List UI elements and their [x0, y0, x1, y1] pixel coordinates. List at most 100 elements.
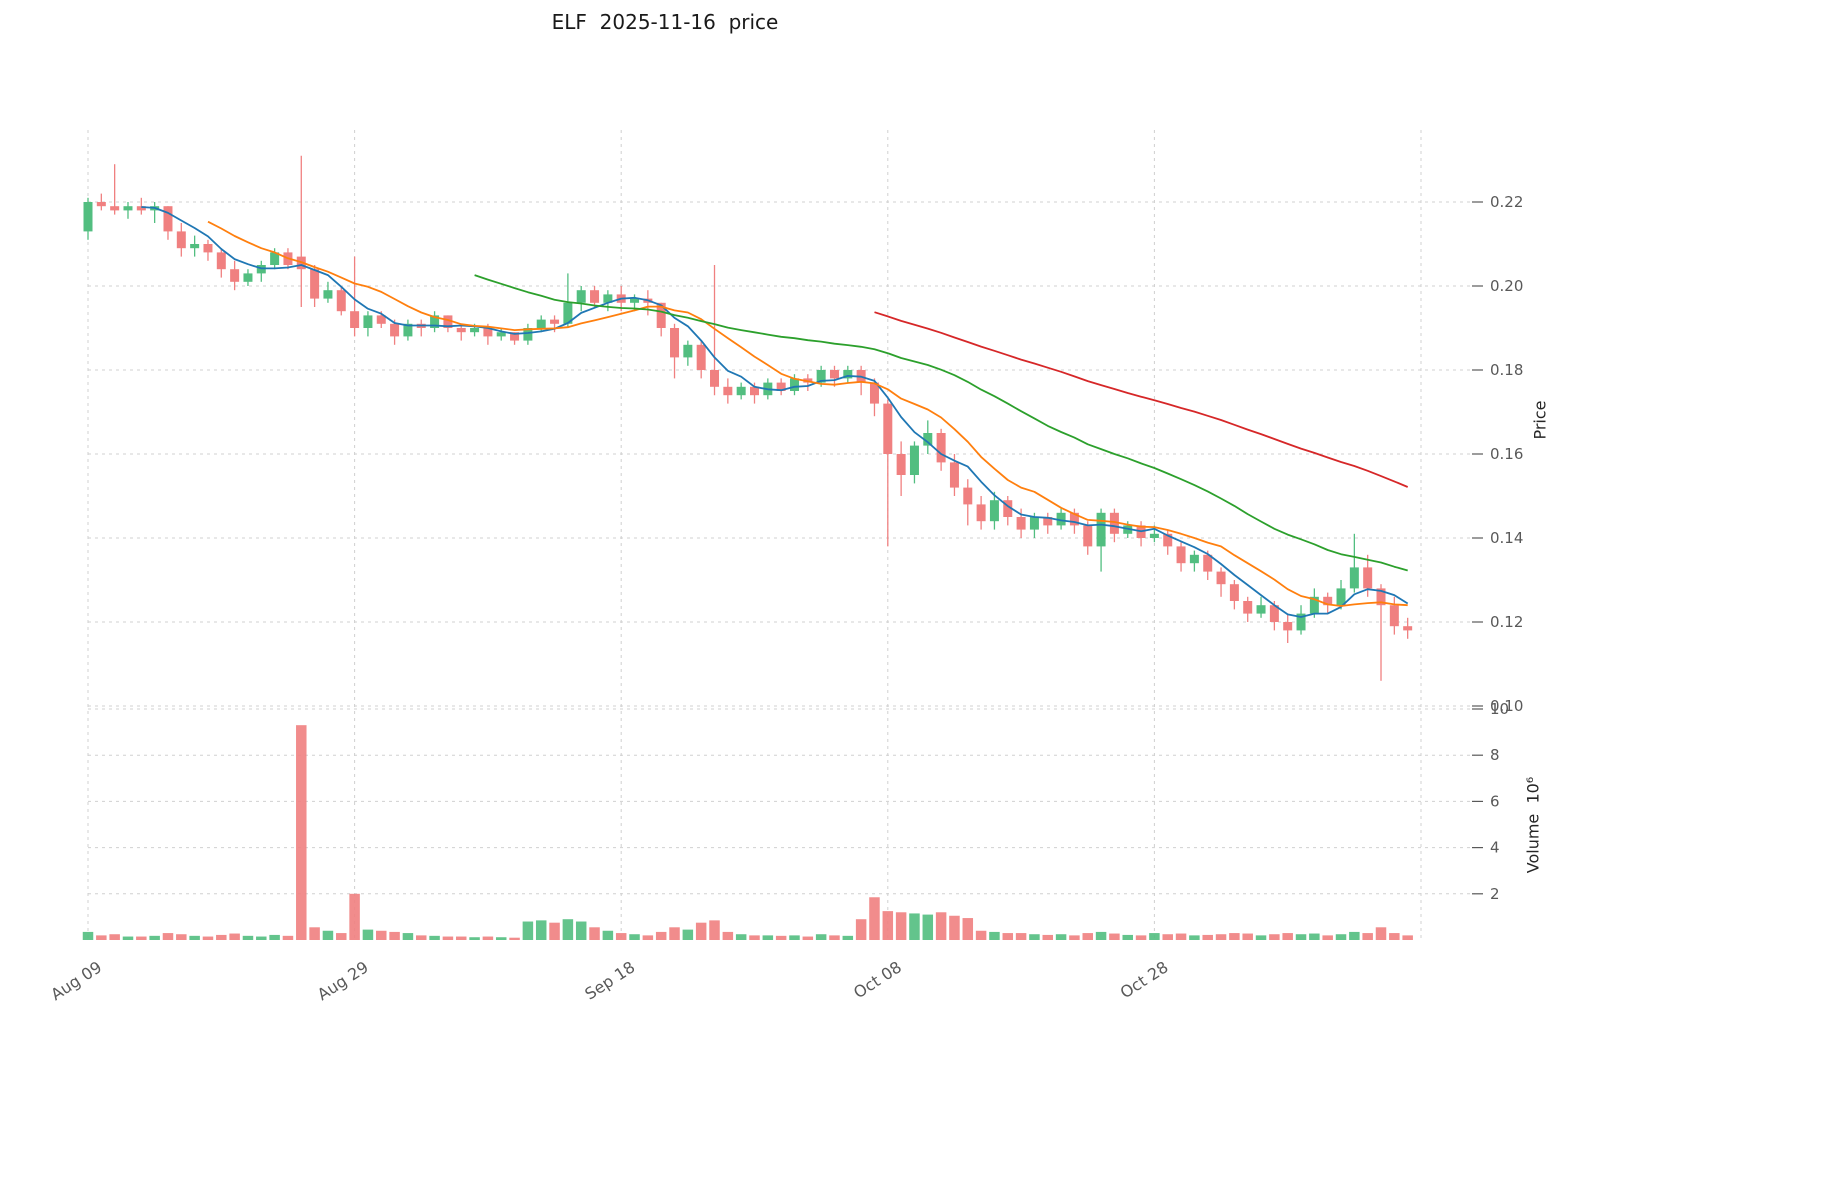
- volume-bar: [336, 933, 347, 940]
- volume-bar: [296, 725, 307, 940]
- x-tick-label: Oct 28: [1117, 957, 1172, 1002]
- volume-bar: [815, 934, 827, 940]
- candle-body: [683, 344, 693, 358]
- candle-body: [430, 315, 440, 328]
- volume-bar: [1309, 933, 1320, 940]
- candle-body: [949, 462, 959, 488]
- candle-body: [1083, 525, 1093, 547]
- candle-body: [163, 206, 173, 232]
- x-tick-label: Oct 08: [850, 957, 905, 1002]
- candle-body: [1269, 605, 1279, 622]
- chart-title: ELF 2025-11-16 price: [551, 10, 779, 34]
- ma-line-30: [474, 274, 1408, 572]
- candle-body: [136, 206, 146, 211]
- candle-body: [1256, 605, 1266, 614]
- volume-bar: [855, 919, 867, 940]
- volume-bar: [1135, 935, 1147, 940]
- volume-bar: [1255, 935, 1267, 940]
- candle-body: [976, 504, 986, 522]
- candle-body: [563, 302, 573, 324]
- candle-body: [936, 433, 946, 463]
- candle-body: [523, 328, 533, 341]
- volume-bar: [122, 936, 134, 940]
- volume-bar: [482, 936, 494, 940]
- candle-body: [989, 500, 999, 522]
- volume-bar: [1202, 934, 1213, 940]
- price-tick-label: 0.12: [1490, 613, 1523, 631]
- volume-bar: [735, 934, 747, 940]
- candle-body: [963, 487, 973, 505]
- candle-body: [843, 370, 853, 379]
- candle-body: [550, 319, 560, 324]
- volume-tick-label: 10: [1490, 700, 1509, 718]
- volume-bar: [256, 936, 267, 940]
- price-tick-label: 0.14: [1490, 529, 1523, 547]
- ma-line-60: [874, 311, 1409, 488]
- price-axis-label: Price: [1530, 400, 1550, 440]
- candle-body: [376, 315, 386, 324]
- volume-bar: [429, 935, 440, 940]
- volume-bar: [509, 937, 520, 940]
- candle-body: [1229, 584, 1239, 601]
- price-tick-label: 0.10: [1490, 697, 1523, 715]
- candle-body: [1363, 567, 1373, 589]
- volume-bar: [162, 933, 174, 940]
- volume-bar: [762, 935, 774, 940]
- volume-bar: [589, 927, 600, 940]
- candle-body: [456, 328, 466, 333]
- candle-body: [1296, 613, 1306, 631]
- volume-bar: [615, 933, 627, 940]
- volume-bar: [695, 922, 707, 940]
- volume-bar: [469, 937, 480, 940]
- volume-bar: [1015, 933, 1027, 940]
- x-tick-label: Aug 09: [47, 957, 105, 1004]
- candle-body: [1403, 626, 1413, 631]
- candle-body: [1096, 512, 1106, 547]
- candle-body: [1389, 605, 1399, 627]
- volume-bar: [1375, 927, 1387, 940]
- candle-body: [536, 319, 546, 328]
- candle-body: [1323, 596, 1333, 606]
- candle-body: [723, 386, 733, 396]
- candle-body: [403, 323, 413, 337]
- volume-bar: [376, 930, 387, 940]
- volume-bar: [1242, 933, 1253, 940]
- volume-bar: [1282, 933, 1293, 940]
- volume-bar: [1109, 933, 1120, 940]
- candle-body: [816, 370, 826, 383]
- volume-bar: [1069, 935, 1080, 940]
- candle-body: [1069, 512, 1079, 526]
- volume-bar: [1402, 935, 1413, 940]
- candle-body: [230, 269, 240, 282]
- ma-line-5: [141, 206, 1409, 618]
- volume-bar: [882, 911, 894, 940]
- volume-bar: [229, 933, 240, 940]
- volume-bar: [535, 920, 547, 940]
- volume-bar: [1335, 934, 1347, 940]
- price-tick-label: 0.20: [1490, 277, 1523, 295]
- candle-body: [829, 370, 839, 379]
- volume-bar: [629, 934, 640, 940]
- volume-bar: [522, 921, 534, 940]
- volume-bar: [922, 914, 934, 940]
- volume-bar: [949, 915, 960, 940]
- volume-bar: [455, 936, 467, 940]
- volume-bar: [709, 920, 720, 940]
- volume-bar: [802, 936, 814, 940]
- volume-bar: [549, 922, 560, 940]
- candle-body: [896, 454, 906, 475]
- volume-bar: [309, 927, 320, 940]
- volume-bar: [149, 935, 160, 940]
- volume-axis-label: Volume 10⁶: [1523, 776, 1543, 874]
- candle-body: [1016, 517, 1026, 530]
- candle-body: [1203, 554, 1213, 572]
- volume-bar: [402, 933, 414, 940]
- volume-tick-label: 4: [1490, 839, 1500, 857]
- volume-bar: [1295, 934, 1307, 940]
- candle-body: [1163, 533, 1173, 547]
- volume-bar: [962, 918, 974, 940]
- volume-bar: [242, 935, 254, 940]
- candle-body: [1109, 512, 1119, 534]
- volume-bar: [909, 913, 920, 940]
